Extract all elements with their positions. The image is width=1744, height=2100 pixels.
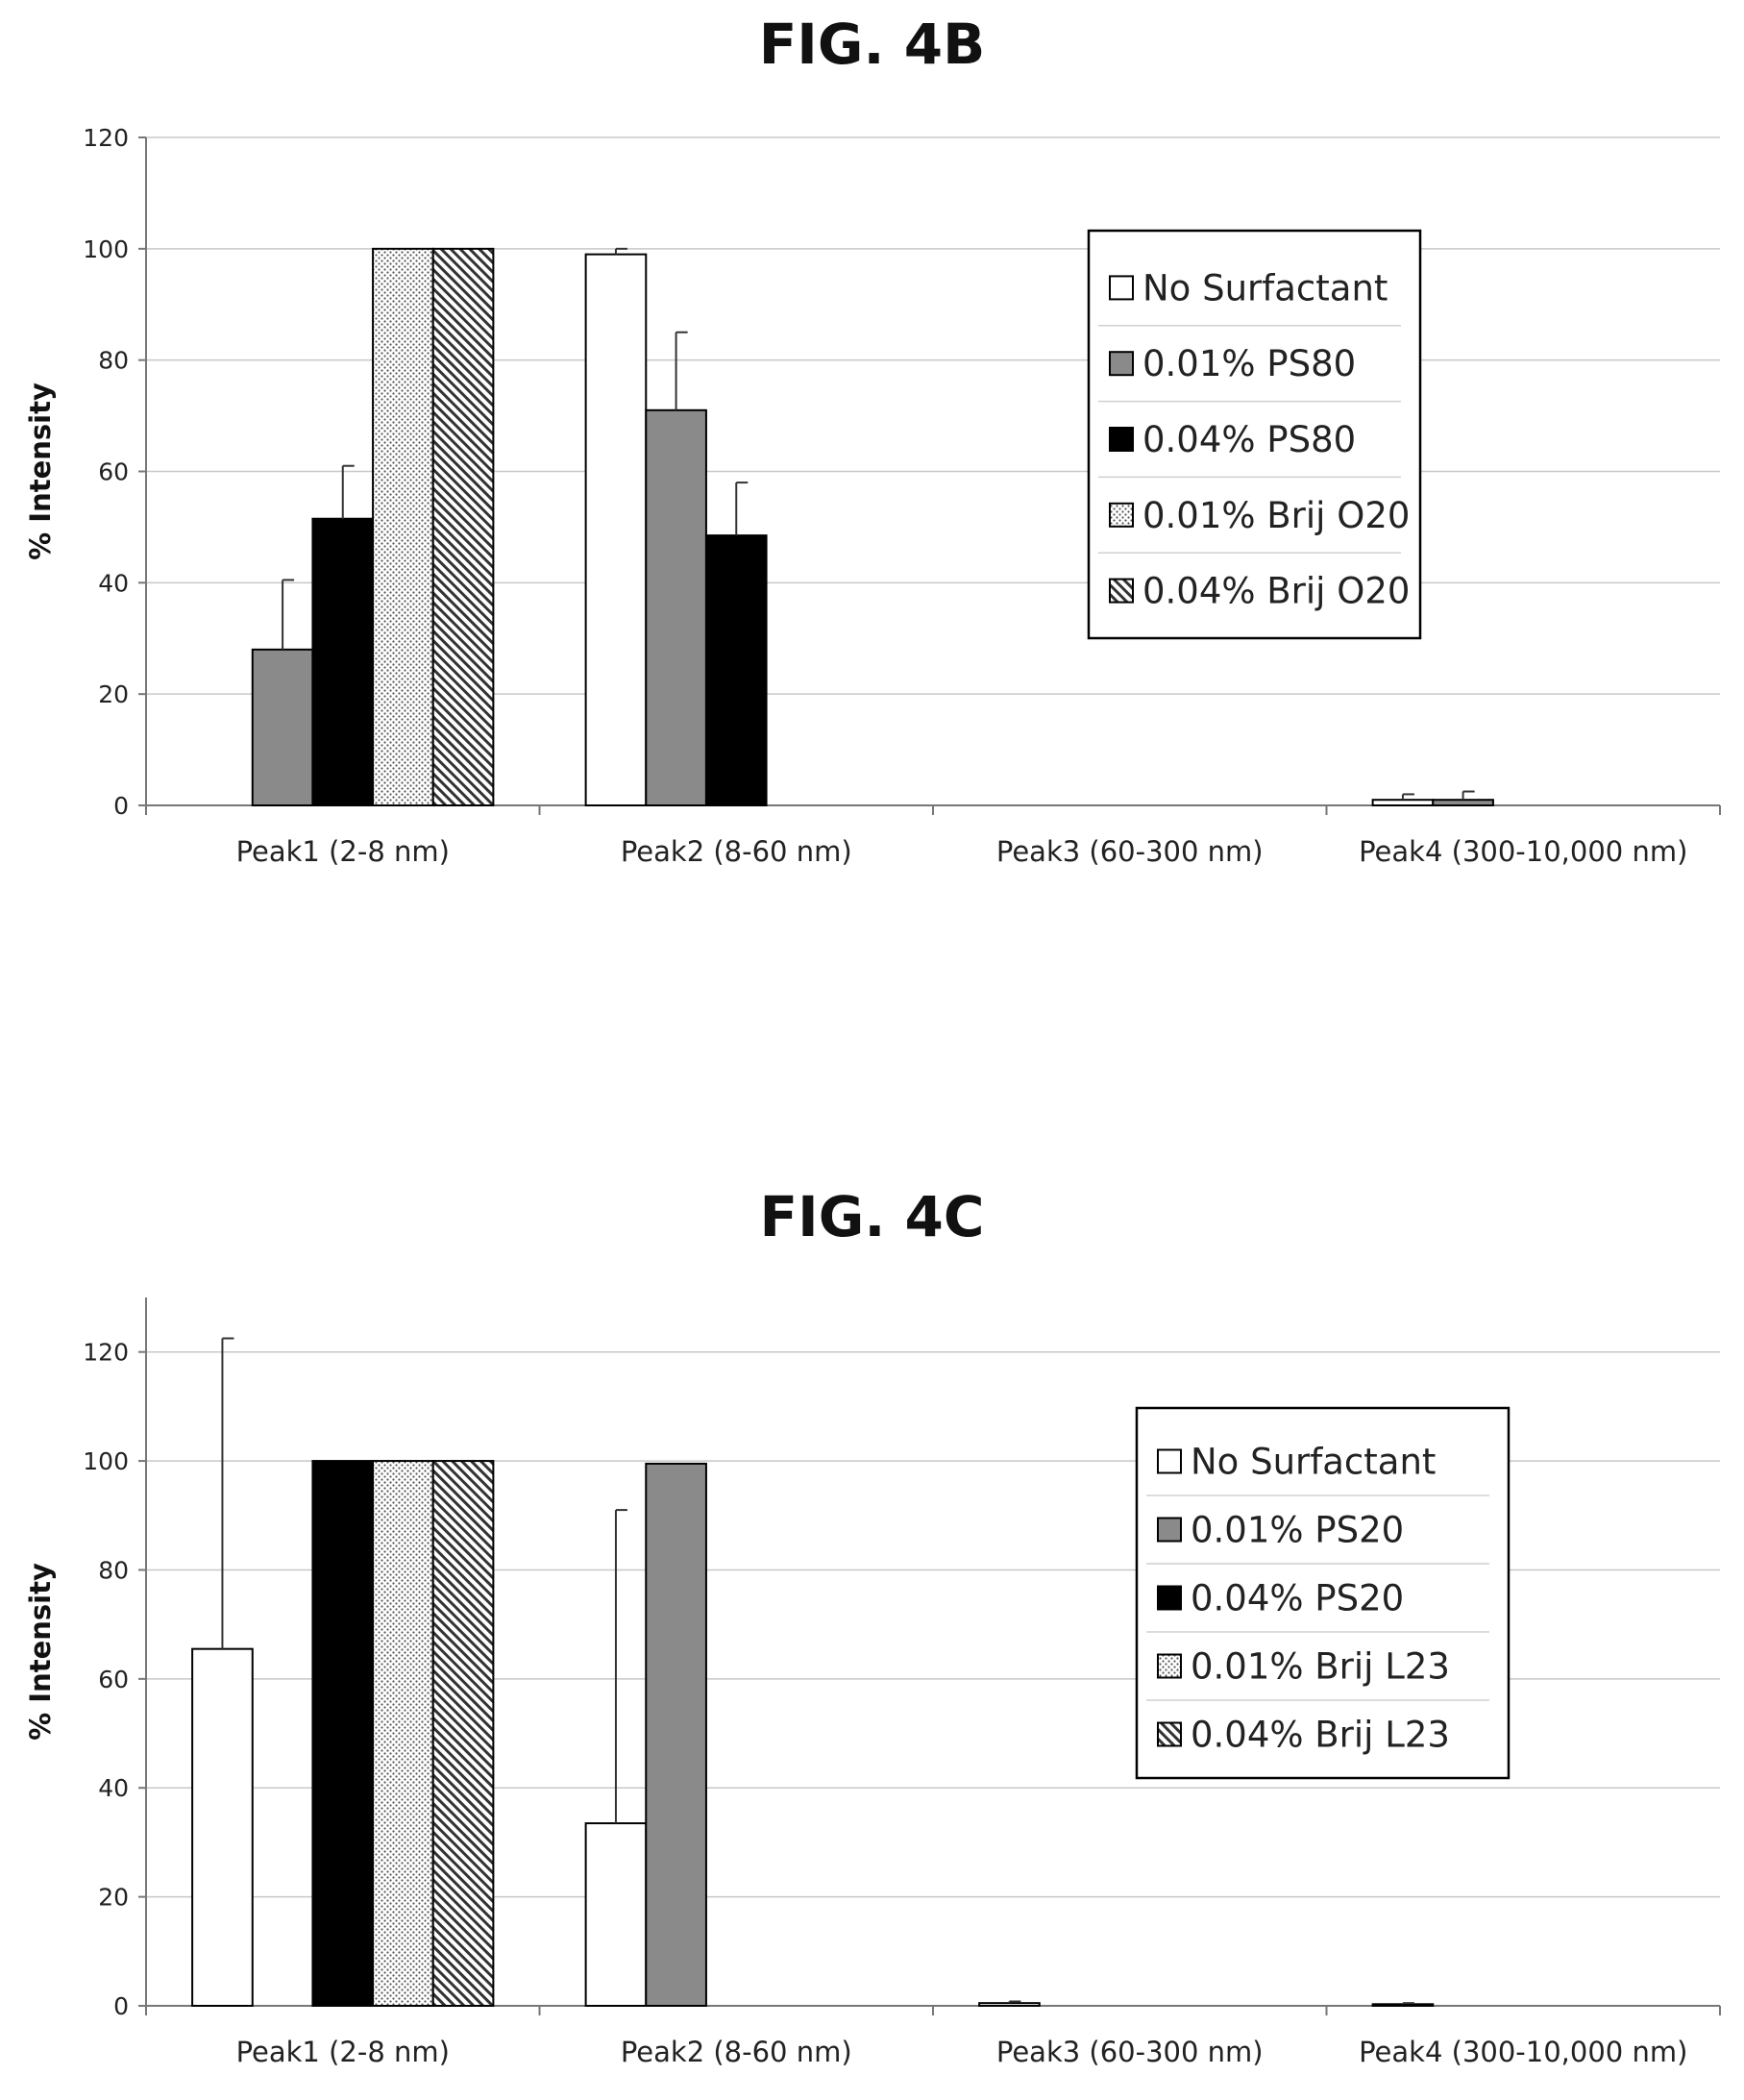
y-tick-label: 0: [113, 1992, 129, 2020]
y-tick-label: 80: [98, 347, 129, 375]
y-tick-label: 60: [98, 458, 129, 486]
legend-label: 0.04% Brij L23: [1191, 1715, 1450, 1756]
bar: [372, 247, 434, 807]
bar: [704, 534, 768, 807]
bar: [251, 648, 314, 806]
y-tick-label: 20: [98, 1884, 129, 1912]
y-tick-label: 40: [98, 1774, 129, 1802]
bar: [311, 1460, 375, 2008]
chart-title: FIG. 4B: [758, 12, 986, 77]
x-tick-label: Peak4 (300-10,000 nm): [1359, 835, 1687, 868]
legend-swatch: [1109, 351, 1134, 377]
legend-label: 0.01% PS20: [1191, 1510, 1404, 1551]
x-tick-label: Peak2 (8-60 nm): [621, 2036, 852, 2068]
chart-4c: 0 20 40 60 80 100 120 Peak1 (2-8 nm) Peak2 (8-60…: [24, 1297, 1721, 2068]
legend-swatch: [1157, 1585, 1182, 1611]
y-tick-label: 0: [113, 792, 129, 820]
y-axis-label: % Intensity: [24, 383, 57, 560]
bar: [431, 1460, 495, 2008]
bar: [584, 1822, 648, 2007]
legend-label: No Surfactant: [1191, 1442, 1436, 1483]
legend-box: [1087, 229, 1422, 640]
legend-swatch: [1109, 427, 1134, 452]
y-tick-label: 20: [98, 680, 129, 708]
legend-swatch: [1157, 1448, 1182, 1474]
bar: [431, 247, 495, 807]
bar: [1371, 799, 1435, 806]
legend-swatch: [1109, 275, 1134, 301]
legend-swatch: [1157, 1721, 1182, 1747]
bar: [1432, 799, 1494, 806]
y-tick-label: 120: [83, 124, 129, 152]
legend-box: [1135, 1406, 1511, 1780]
x-tick-label: Peak4 (300-10,000 nm): [1359, 2036, 1687, 2068]
chart-panel-4c: FIG. 4C 0 20 40 60 80 100 120 Peak1 (2-8 nm) Pea…: [0, 1173, 1744, 2100]
chart-panel-4b: FIG. 4B 0 20 40 60 80 100 120 Peak1 (2-8 nm) Pea…: [0, 0, 1744, 961]
bar: [978, 2002, 1041, 2008]
x-tick-label: Peak3 (60-300 nm): [996, 835, 1264, 868]
x-tick-label: Peak2 (8-60 nm): [621, 835, 852, 868]
bar: [584, 253, 648, 806]
legend-label: No Surfactant: [1142, 267, 1388, 309]
legend-label: 0.04% PS80: [1142, 419, 1356, 460]
chart-title: FIG. 4C: [759, 1184, 985, 1249]
legend-swatch: [1157, 1653, 1182, 1679]
legend-label: 0.01% Brij L23: [1191, 1646, 1450, 1688]
bar: [191, 1647, 254, 2007]
bar: [645, 1462, 707, 2007]
y-tick-label: 120: [83, 1339, 129, 1367]
legend-swatch: [1109, 502, 1134, 528]
bar: [645, 408, 707, 806]
legend-label: 0.04% Brij O20: [1142, 571, 1410, 612]
y-axis-label: % Intensity: [24, 1563, 57, 1741]
y-tick-label: 40: [98, 569, 129, 597]
chart-4b: 0 20 40 60 80 100 120 Peak1 (2-8 nm) Peak2 (8-60…: [24, 124, 1721, 868]
y-tick-label: 100: [83, 1447, 129, 1475]
x-tick-label: Peak3 (60-300 nm): [996, 2036, 1264, 2068]
legend-swatch: [1109, 578, 1134, 604]
bar: [1371, 2003, 1435, 2008]
y-tick-label: 60: [98, 1666, 129, 1693]
legend-swatch: [1157, 1517, 1182, 1543]
x-tick-label: Peak1 (2-8 nm): [236, 835, 450, 868]
legend-label: 0.01% Brij O20: [1142, 495, 1410, 536]
bar: [372, 1460, 434, 2008]
y-tick-label: 100: [83, 235, 129, 263]
x-tick-label: Peak1 (2-8 nm): [236, 2036, 450, 2068]
legend-label: 0.01% PS80: [1142, 343, 1356, 384]
y-tick-label: 80: [98, 1556, 129, 1584]
legend-label: 0.04% PS20: [1191, 1578, 1404, 1619]
bar: [311, 517, 375, 807]
